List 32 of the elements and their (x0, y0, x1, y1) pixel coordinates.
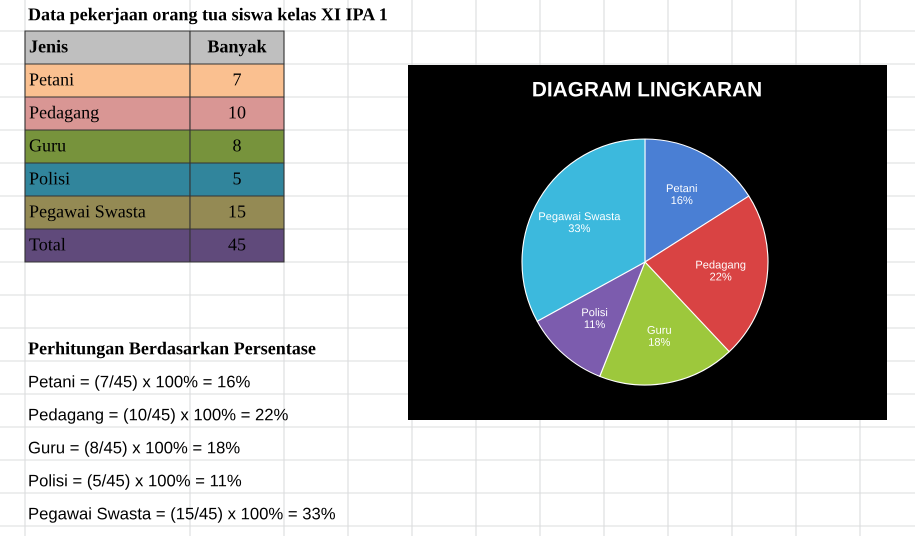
text: Pedagang (30, 106, 99, 122)
text: 8 (233, 139, 241, 152)
text: 7 (234, 74, 241, 86)
text: 15 (230, 205, 246, 218)
data-label: 22% (710, 272, 732, 280)
slice-label: Pegawai Swasta (539, 212, 620, 222)
text: Petani (30, 73, 74, 86)
data-label: 11% (584, 320, 605, 328)
text: Jenis (30, 40, 68, 53)
data-label: 16% (671, 196, 692, 204)
data-label: 18% (649, 338, 670, 346)
slice-label: Guru (648, 326, 671, 334)
text: Data pekerjaan orang tua siswa kelas XI IPA 1 (28, 8, 387, 24)
text: Polisi (30, 172, 70, 185)
text: Banyak (208, 40, 267, 56)
text: Perhitungan Berdasarkan Persentase (28, 342, 316, 358)
text: Total (29, 238, 66, 251)
text: 5 (234, 172, 241, 185)
text: Guru = (8/45) x 100% = 18% (28, 441, 240, 457)
text: Pegawai Swasta = (15/45) x 100% = 33% (29, 507, 335, 523)
slice-label: Polisi (582, 308, 608, 316)
text: Polisi = (5/45) x 100% = 11% (29, 474, 242, 490)
text: 10 (230, 106, 246, 119)
text: Petani = (7/45) x 100% = 16% (29, 375, 250, 391)
slice-label: Pedagang (696, 260, 746, 271)
text: Pegawai Swasta (30, 205, 146, 222)
text: Pedagang = (10/45) x 100% = 22% (29, 408, 288, 424)
slice-label: Petani (666, 184, 697, 192)
text: Guru (30, 139, 66, 152)
data-label: 33% (568, 224, 590, 232)
chart-title: DIAGRAM LINGKARAN (533, 82, 761, 97)
text: 45 (228, 238, 246, 251)
